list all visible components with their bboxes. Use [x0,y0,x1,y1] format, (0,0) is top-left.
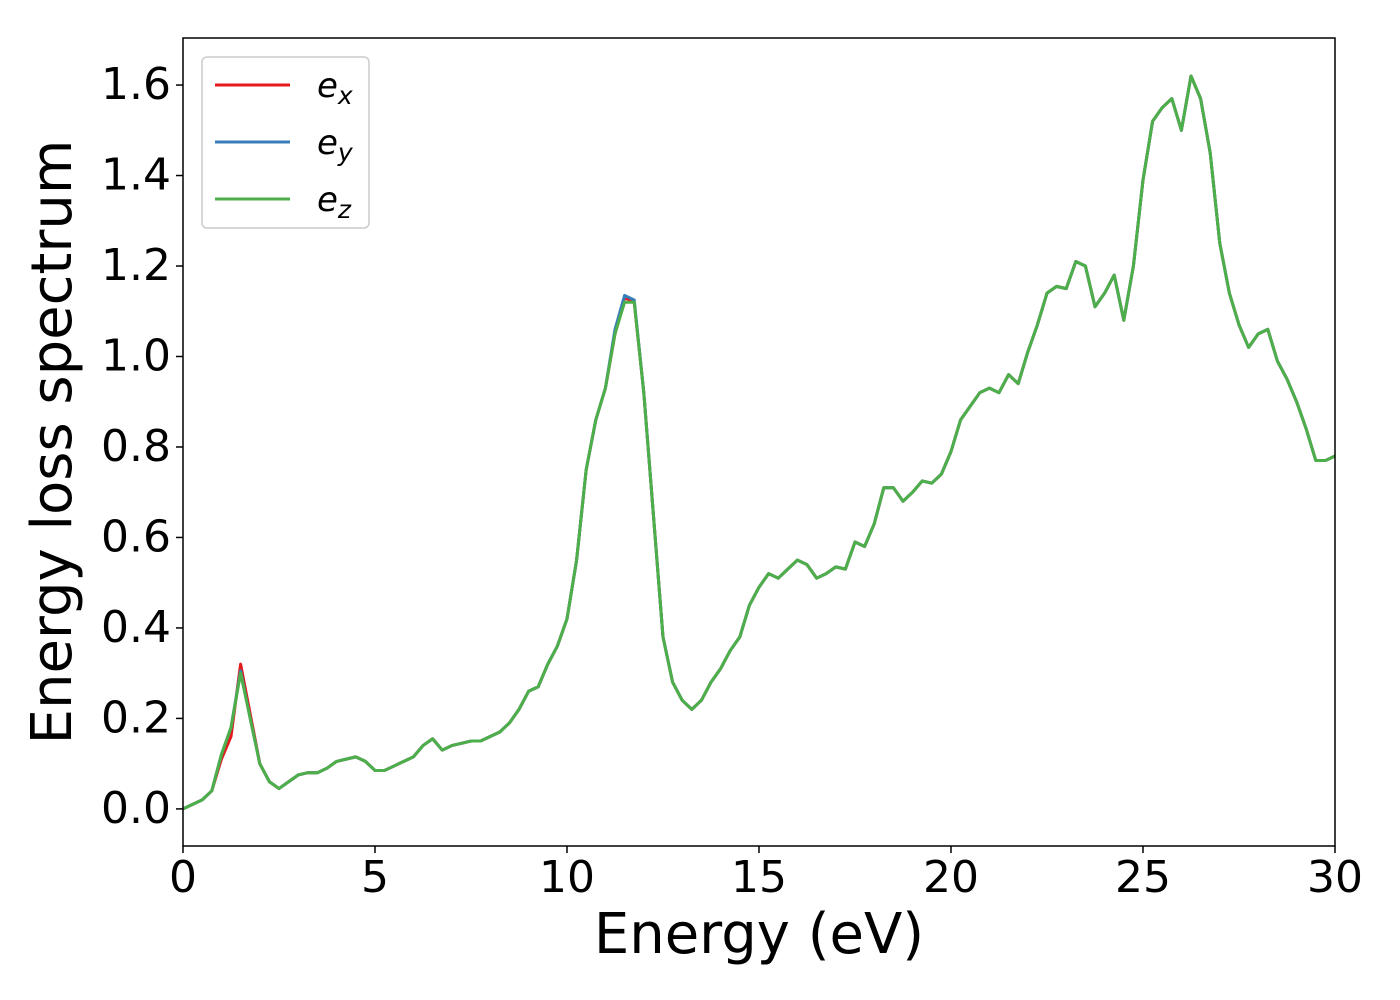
y-tick-label: 1.2 [101,240,171,291]
plot-frame [182,37,1336,847]
x-tick-label: 25 [1115,852,1171,903]
x-axis-label: Energy (eV) [594,902,924,967]
y-tick-label: 1.0 [101,330,171,381]
x-tick-label: 0 [169,852,197,903]
x-tick-label: 30 [1307,852,1363,903]
y-tick-label: 0.4 [101,602,171,653]
x-tick-label: 20 [923,852,979,903]
x-tick-label: 5 [361,852,389,903]
y-tick-label: 1.6 [101,59,171,110]
legend-label: ey [317,123,354,168]
y-tick-label: 0.6 [101,511,171,562]
legend-label: ez [317,180,352,225]
y-tick-label: 1.4 [101,150,171,201]
y-tick-label: 0.0 [101,783,171,834]
x-tick-label: 10 [539,852,595,903]
x-tick-label: 15 [731,852,787,903]
y-tick-label: 0.8 [101,421,171,472]
series-line [182,74,1336,811]
y-axis-label: Energy loss spectrum [20,140,85,745]
legend-label: ex [317,66,353,111]
y-tick-label: 0.2 [101,692,171,743]
